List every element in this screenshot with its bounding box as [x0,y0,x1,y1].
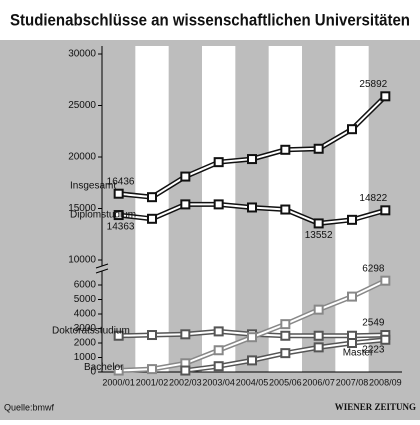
marker [280,204,291,215]
y2-tick-label: 4000 [74,309,97,320]
title-band [0,0,420,40]
marker [213,345,224,356]
marker [347,291,357,302]
marker [180,329,191,340]
marker [247,202,257,213]
marker [247,332,257,343]
series-label: Diplomstudium [70,210,136,221]
y2-tick-label: 1000 [74,352,97,363]
marker [113,330,124,341]
data-label: 25892 [359,79,387,90]
marker [180,365,191,376]
y2-tick-label: 5000 [74,294,97,305]
marker [380,205,391,216]
data-label: 6298 [362,263,385,274]
marker [280,144,291,155]
marker [280,319,291,330]
marker [313,304,324,315]
x-tick-label: 2006/07 [302,377,335,387]
y-tick-label: 25000 [68,100,96,111]
series-label: Bachelor [84,362,124,373]
marker [347,124,357,135]
x-tick-label: 2008/09 [369,377,402,387]
series-label: Master [343,348,374,359]
y2-tick-label: 2000 [74,338,97,349]
data-label: 2549 [362,318,385,329]
marker [213,361,224,372]
data-label: 16436 [107,176,135,187]
marker [213,199,224,210]
stripe [135,46,169,372]
marker [113,210,124,221]
data-label: 14822 [359,193,387,204]
marker [313,143,324,154]
series-label: Doktoratsstudium [52,325,130,336]
marker [280,348,291,359]
marker [347,214,357,225]
x-tick-label: 2003/04 [202,377,235,387]
x-tick-label: 2001/02 [136,377,169,387]
marker [113,188,124,199]
marker [147,213,157,224]
y2-tick-label: 3000 [74,323,97,334]
y-tick-label: 15000 [68,203,96,214]
series-label: Insgesamt [70,180,116,191]
break-mark [95,263,109,269]
marker [147,330,157,341]
marker [247,355,257,366]
break-mark [95,268,109,274]
x-tick-label: 2000/01 [102,377,135,387]
marker [347,338,357,348]
marker [113,365,124,376]
marker [313,342,324,353]
marker [380,275,391,286]
source: Quelle:bmwf [4,402,55,412]
y2-tick-label: 6000 [74,280,97,291]
marker [147,192,157,203]
marker [213,157,224,168]
x-tick-label: 2007/08 [336,377,369,387]
x-tick-label: 2004/05 [236,377,269,387]
y-tick-label: 20000 [68,152,96,163]
y-tick-label: 30000 [68,49,96,60]
x-tick-label: 2005/06 [269,377,302,387]
marker [180,171,191,182]
x-tick-label: 2002/03 [169,377,202,387]
data-label: 13552 [305,230,333,241]
data-label: 2223 [362,344,385,355]
marker [280,330,291,341]
y-tick-label: 10000 [68,255,96,266]
marker [213,326,224,337]
marker [313,218,324,229]
y2-tick-label: 0 [90,367,96,378]
marker [247,154,257,165]
stripe [335,46,369,372]
axis-break [96,266,108,271]
marker [313,330,324,341]
chart-title: Studienabschlüsse an wissenschaftlichen … [10,10,410,29]
marker [147,364,157,375]
marker [380,91,391,102]
marker [380,334,391,345]
marker [180,199,191,210]
data-label: 14363 [107,222,135,233]
publisher: WIENER ZEITUNG [335,402,416,412]
